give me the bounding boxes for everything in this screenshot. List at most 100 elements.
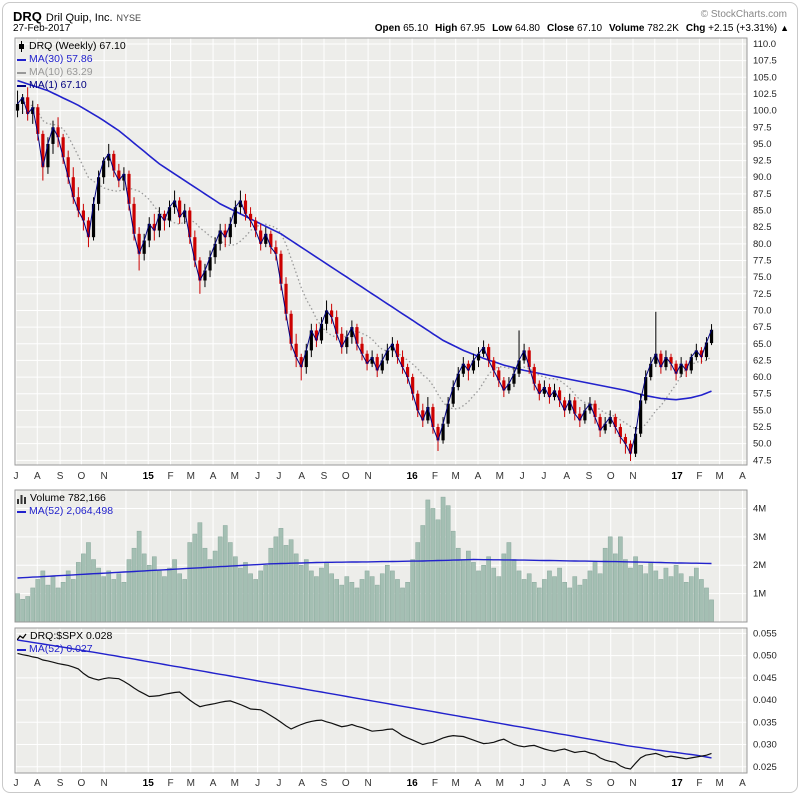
svg-text:3M: 3M [753, 532, 766, 543]
ratio-ma52-swatch [17, 648, 26, 651]
svg-text:A: A [739, 471, 746, 482]
svg-text:J: J [276, 778, 281, 789]
copyright-notice: © StockCharts.com [700, 9, 787, 20]
svg-text:A: A [210, 778, 217, 789]
svg-text:A: A [475, 778, 482, 789]
svg-text:0.040: 0.040 [753, 695, 777, 706]
svg-text:N: N [364, 471, 371, 482]
svg-text:M: M [231, 778, 239, 789]
svg-text:2M: 2M [753, 560, 766, 571]
volume-panel: 1M 2M 3M 4M [14, 489, 766, 623]
svg-text:102.5: 102.5 [753, 89, 777, 100]
close-value: 67.10 [577, 23, 603, 34]
svg-text:M: M [231, 471, 239, 482]
legend-ma1-label: MA(1) 67.10 [29, 79, 87, 91]
volume-value: 782.2K [647, 23, 679, 34]
svg-text:M: M [496, 471, 504, 482]
svg-text:O: O [77, 778, 85, 789]
high-value: 67.95 [460, 23, 486, 34]
legend-volume-series-label: Volume 782,166 [30, 492, 106, 504]
ratio-panel-legend: DRQ:$SPX 0.028 MA(52) 0.027 [17, 630, 112, 656]
svg-text:F: F [696, 778, 702, 789]
svg-text:97.5: 97.5 [753, 122, 772, 133]
svg-text:77.5: 77.5 [753, 255, 772, 266]
line-style-icon [17, 632, 27, 642]
svg-text:52.5: 52.5 [753, 422, 772, 433]
candlestick-series [15, 87, 714, 462]
svg-text:A: A [475, 471, 482, 482]
svg-text:J: J [255, 778, 260, 789]
svg-text:J: J [14, 778, 19, 789]
svg-text:0.045: 0.045 [753, 673, 777, 684]
svg-text:M: M [715, 778, 723, 789]
svg-text:J: J [276, 471, 281, 482]
svg-text:S: S [57, 471, 64, 482]
svg-text:65.0: 65.0 [753, 339, 772, 350]
volume-label: Volume [609, 23, 645, 34]
svg-text:82.5: 82.5 [753, 222, 772, 233]
svg-text:75.0: 75.0 [753, 272, 772, 283]
svg-text:1M: 1M [753, 589, 766, 600]
svg-text:O: O [607, 778, 615, 789]
legend-volume-ma52: MA(52) 2,064,498 [17, 505, 113, 518]
svg-text:A: A [298, 778, 305, 789]
ma30-swatch [17, 58, 26, 61]
legend-ratio-series-label: DRQ:$SPX 0.028 [30, 630, 113, 642]
svg-text:A: A [298, 471, 305, 482]
quote-summary: Open 65.10 High 67.95 Low 64.80 Close 67.10… [368, 23, 789, 34]
svg-text:A: A [34, 471, 41, 482]
legend-ma30-label: MA(30) 57.86 [29, 53, 93, 65]
svg-text:16: 16 [407, 778, 419, 789]
volume-ma52-swatch [17, 510, 26, 513]
legend-ratio-ma52: MA(52) 0.027 [17, 643, 112, 656]
svg-text:O: O [77, 471, 85, 482]
svg-text:S: S [586, 471, 593, 482]
svg-text:67.5: 67.5 [753, 322, 772, 333]
svg-text:95.0: 95.0 [753, 139, 772, 150]
svg-text:17: 17 [672, 778, 684, 789]
svg-text:57.5: 57.5 [753, 389, 772, 400]
svg-text:N: N [629, 778, 636, 789]
svg-text:J: J [520, 778, 525, 789]
high-label: High [435, 23, 458, 34]
svg-text:0.055: 0.055 [753, 628, 777, 639]
svg-text:A: A [34, 778, 41, 789]
svg-text:80.0: 80.0 [753, 239, 772, 250]
svg-text:0.035: 0.035 [753, 717, 777, 728]
legend-volume-series: Volume 782,166 [17, 492, 113, 505]
legend-ma30: MA(30) 57.86 [17, 53, 126, 66]
svg-text:O: O [607, 471, 615, 482]
price-panel-legend: DRQ (Weekly) 67.10 MA(30) 57.86 MA(10) 6… [17, 40, 126, 92]
svg-text:N: N [101, 471, 108, 482]
up-arrow-icon: ▲ [780, 23, 789, 33]
svg-text:87.5: 87.5 [753, 189, 772, 200]
svg-text:50.0: 50.0 [753, 439, 772, 450]
svg-text:85.0: 85.0 [753, 206, 772, 217]
svg-text:F: F [696, 471, 702, 482]
ratio-panel: 0.025 0.030 0.035 0.040 0.045 0.050 0.055 [14, 627, 777, 774]
svg-text:A: A [210, 471, 217, 482]
svg-text:100.0: 100.0 [753, 106, 777, 117]
candlestick-style-icon [17, 41, 26, 52]
svg-text:J: J [520, 471, 525, 482]
svg-text:N: N [629, 471, 636, 482]
chg-value: +2.15 (+3.31%) [708, 23, 778, 34]
svg-text:S: S [321, 778, 328, 789]
svg-text:J: J [541, 778, 546, 789]
price-panel: 47.5 50.0 52.5 55.0 57.5 60.0 62.5 65.0 67.5 70.0… [14, 37, 777, 466]
svg-text:J: J [14, 471, 19, 482]
ticker-symbol: DRQ [13, 9, 42, 24]
legend-volume-ma52-label: MA(52) 2,064,498 [29, 505, 114, 517]
svg-text:O: O [342, 471, 350, 482]
svg-text:N: N [101, 778, 108, 789]
svg-text:107.5: 107.5 [753, 56, 777, 67]
svg-text:0.025: 0.025 [753, 762, 777, 773]
svg-text:62.5: 62.5 [753, 355, 772, 366]
low-label: Low [492, 23, 513, 34]
svg-text:F: F [167, 471, 173, 482]
svg-text:M: M [187, 471, 195, 482]
histogram-style-icon [17, 494, 27, 504]
header-title: DRQ Dril Quip, Inc. NYSE [13, 8, 141, 26]
svg-text:M: M [496, 778, 504, 789]
